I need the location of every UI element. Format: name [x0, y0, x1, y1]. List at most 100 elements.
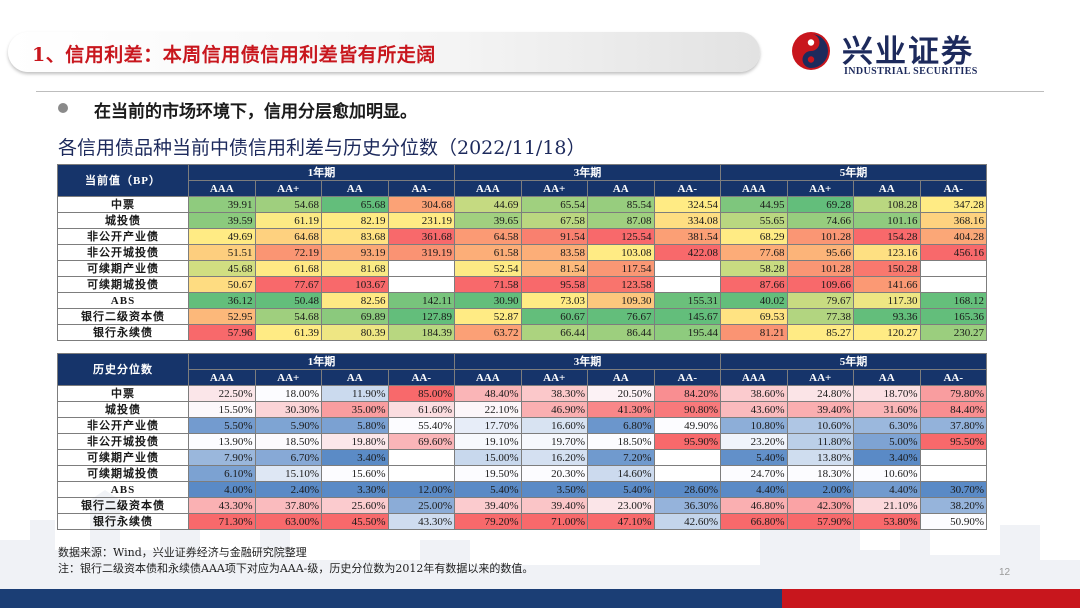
percentile-value-cell — [653, 449, 721, 466]
percentile-value-cell: 6.80% — [587, 417, 655, 434]
percentile-rating-header: AA+ — [786, 369, 854, 386]
percentile-value-cell: 23.20% — [720, 433, 788, 450]
current-value-cell: 61.19 — [254, 212, 322, 229]
current-tenor-header: 3年期 — [454, 164, 721, 181]
percentile-value-cell: 39.40% — [520, 497, 588, 514]
current-value-cell: 347.28 — [919, 196, 987, 213]
percentile-value-cell: 5.40% — [454, 481, 522, 498]
current-value-cell: 85.27 — [786, 324, 854, 341]
percentile-value-cell: 79.20% — [454, 513, 522, 530]
percentile-row-label: 银行二级资本债 — [57, 497, 189, 514]
percentile-row-label: 中票 — [57, 385, 189, 402]
percentile-value-cell: 42.60% — [653, 513, 721, 530]
percentile-value-cell: 19.50% — [454, 465, 522, 482]
percentile-value-cell: 5.90% — [254, 417, 322, 434]
current-value-cell: 120.27 — [853, 324, 921, 341]
current-rating-header: AA+ — [786, 180, 854, 197]
percentile-row-label: 城投债 — [57, 401, 189, 418]
current-value-cell: 109.66 — [786, 276, 854, 293]
current-value-cell: 184.39 — [387, 324, 455, 341]
current-value-cell: 69.28 — [786, 196, 854, 213]
current-value-cell: 50.48 — [254, 292, 322, 309]
percentile-value-cell: 5.50% — [188, 417, 256, 434]
current-spread-table: 当前值（BP） 1年期 3年期 5年期 AAA AA+ AA AA- AAA AA+ AA AA- AA… — [57, 164, 987, 341]
percentile-rating-header: AA- — [387, 369, 455, 386]
percentile-rating-header: AA- — [653, 369, 721, 386]
percentile-rating-header: AAA — [188, 369, 256, 386]
percentile-value-cell: 13.90% — [188, 433, 256, 450]
percentile-corner-label: 历史分位数 — [57, 353, 189, 386]
percentile-value-cell: 48.40% — [454, 385, 522, 402]
current-value-cell: 54.68 — [254, 308, 322, 325]
bullet-dot — [58, 103, 68, 113]
current-value-cell: 72.19 — [254, 244, 322, 261]
current-value-cell: 125.54 — [587, 228, 655, 245]
percentile-table-row: 银行永续债 71.30% 63.00% 45.50% 43.30% 79.20% 71.00… — [57, 513, 987, 530]
current-rating-header: AAA — [720, 180, 788, 197]
current-value-cell: 456.16 — [919, 244, 987, 261]
current-value-cell: 61.58 — [454, 244, 522, 261]
current-value-cell: 87.66 — [720, 276, 788, 293]
current-value-cell: 65.54 — [520, 196, 588, 213]
percentile-value-cell: 16.60% — [520, 417, 588, 434]
page-number: 12 — [999, 567, 1011, 578]
current-value-cell: 39.59 — [188, 212, 256, 229]
current-value-cell: 74.66 — [786, 212, 854, 229]
current-value-cell: 319.19 — [387, 244, 455, 261]
percentile-row-label: 银行永续债 — [57, 513, 189, 530]
percentile-value-cell: 18.50% — [587, 433, 655, 450]
percentile-value-cell: 19.70% — [520, 433, 588, 450]
percentile-value-cell: 71.00% — [520, 513, 588, 530]
percentile-value-cell: 24.80% — [786, 385, 854, 402]
current-value-cell: 117.54 — [587, 260, 655, 277]
percentile-value-cell: 15.50% — [188, 401, 256, 418]
current-table-row: 中票 39.91 54.68 65.68 304.68 44.69 65.54 85.54 32… — [57, 196, 987, 213]
percentile-value-cell: 49.90% — [653, 417, 721, 434]
footnote: 注：银行二级资本债和永续债AAA项下对应为AAA-级，历史分位数为2012年有数… — [58, 562, 534, 575]
current-value-cell: 73.03 — [520, 292, 588, 309]
current-value-cell: 60.67 — [520, 308, 588, 325]
current-value-cell: 80.39 — [321, 324, 389, 341]
percentile-value-cell: 12.00% — [387, 481, 455, 498]
current-value-cell: 82.56 — [321, 292, 389, 309]
percentile-value-cell: 53.80% — [853, 513, 921, 530]
current-rating-header: AA- — [653, 180, 721, 197]
percentile-value-cell: 39.40% — [786, 401, 854, 418]
percentile-value-cell: 25.00% — [387, 497, 455, 514]
percentile-value-cell: 11.90% — [321, 385, 389, 402]
current-value-cell: 368.16 — [919, 212, 987, 229]
percentile-value-cell: 11.80% — [786, 433, 854, 450]
current-value-cell: 123.16 — [853, 244, 921, 261]
current-value-cell: 101.16 — [853, 212, 921, 229]
percentile-table-row: 可续期产业债 7.90% 6.70% 3.40% 15.00% 16.20% 7.20% 5.… — [57, 449, 987, 466]
current-table-row: 非公开产业债 49.69 64.68 83.68 361.68 64.58 91.54 125… — [57, 228, 987, 245]
percentile-value-cell: 7.20% — [587, 449, 655, 466]
slide-title: 1、信用利差：本周信用债信用利差皆有所走阔 — [32, 44, 436, 66]
current-value-cell: 44.69 — [454, 196, 522, 213]
current-value-cell: 58.28 — [720, 260, 788, 277]
current-rating-header: AA — [853, 180, 921, 197]
percentile-rating-header: AAA — [720, 369, 788, 386]
percentile-value-cell: 10.60% — [853, 465, 921, 482]
bullet-text: 在当前的市场环境下，信用分层愈加明显。 — [94, 102, 417, 122]
current-value-cell: 93.36 — [853, 308, 921, 325]
percentile-value-cell: 3.30% — [321, 481, 389, 498]
current-value-cell: 36.12 — [188, 292, 256, 309]
percentile-value-cell: 41.30% — [587, 401, 655, 418]
current-value-cell: 64.68 — [254, 228, 322, 245]
percentile-value-cell: 35.00% — [321, 401, 389, 418]
percentile-rating-header: AA+ — [520, 369, 588, 386]
percentile-value-cell: 30.30% — [254, 401, 322, 418]
percentile-table-row: ABS 4.00% 2.40% 3.30% 12.00% 5.40% 3.50% 5.40% 2… — [57, 481, 987, 498]
table-caption: 各信用债品种当前中债信用利差与历史分位数（2022/11/18） — [58, 137, 586, 159]
percentile-value-cell: 37.80% — [919, 417, 987, 434]
current-value-cell: 63.72 — [454, 324, 522, 341]
current-row-label: 城投债 — [57, 212, 189, 229]
current-table-row: 可续期产业债 45.68 61.68 81.68 52.54 81.54 117.54 58.… — [57, 260, 987, 277]
percentile-value-cell: 6.10% — [188, 465, 256, 482]
current-tenor-header: 1年期 — [188, 164, 455, 181]
current-value-cell: 65.68 — [321, 196, 389, 213]
current-row-label: ABS — [57, 292, 189, 309]
current-value-cell: 381.54 — [653, 228, 721, 245]
percentile-table-row: 中票 22.50% 18.00% 11.90% 85.00% 48.40% 38.30% 20… — [57, 385, 987, 402]
